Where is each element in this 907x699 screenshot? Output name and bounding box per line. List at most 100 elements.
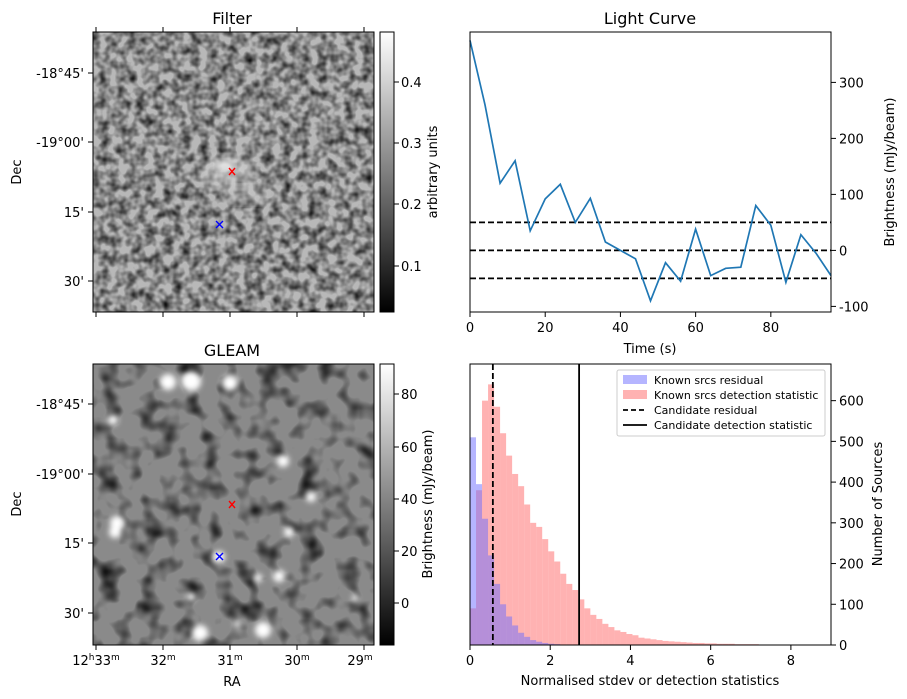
histogram-bar [560,573,567,645]
filter-colorbar: 0.4 0.3 0.2 0.1 arbitrary units [379,31,441,313]
residual-histogram [470,437,567,645]
x-tick-label: 6 [707,654,715,669]
y-tick-label: 500 [839,435,864,450]
histogram-bar [650,639,657,645]
filter-cbar-tick: 0.2 [401,198,422,213]
gleam-ytick-label: -18°45' [36,398,84,413]
histogram-bar [530,640,537,645]
filter-title: Filter [212,9,252,28]
gleam-cbar-tick: 0 [401,597,409,612]
legend-label: Known srcs residual [654,374,763,387]
y-tick-label: 0 [839,244,847,259]
histogram-bar [518,486,525,645]
histogram-bar [536,641,543,645]
gleam-cbar-tick: 20 [401,545,418,560]
filter-ytick-label: 15' [64,206,84,221]
filter-cbar-tick: 0.3 [401,137,422,152]
histogram-bar [470,437,477,645]
histogram-frame [469,363,832,646]
gleam-sources [108,371,358,641]
histogram-bar [668,641,675,645]
filter-image [93,32,374,312]
histogram-bar [536,526,543,645]
gleam-yticks: -18°45' -19°00' 15' 30' [36,398,93,622]
y-tick-label: 300 [839,517,864,532]
y-tick-label: -100 [839,300,869,315]
histogram-bar [602,623,609,645]
y-tick-label: 200 [839,558,864,573]
y-tick-label: 600 [839,395,864,410]
gleam-cbar-tick: 60 [401,441,418,456]
histogram-bar [482,518,489,645]
gleam-cbar-tick: 40 [401,493,418,508]
histogram-bar [488,555,495,645]
histogram-bar [686,642,693,645]
gleam-xticks: 12h33m 32m 31m 30m 29m [72,645,373,669]
histogram-bar [494,583,501,645]
light-curve-xlabel: Time (s) [623,342,677,357]
histogram-bar [500,604,507,645]
filter-ytick-label: 30' [64,275,84,290]
gleam-ytick-label: -19°00' [36,468,84,483]
histogram-bar [506,616,513,645]
histogram-xlabel: Normalised stdev or detection statistics [521,674,780,689]
gleam-panel: GLEAM -18°45' -19°00' [10,341,436,690]
light-curve-chart: Light Curve 0 20 40 60 80 -100 0 100 200 300 Time… [466,9,898,357]
gleam-title: GLEAM [204,341,260,360]
histogram-bar [524,504,531,645]
histogram-bar [674,641,681,645]
gleam-blue-marker [215,552,224,561]
histogram-bar [578,599,585,645]
legend-swatch-detection [623,390,647,399]
legend-label: Candidate detection statistic [654,419,812,432]
x-tick-label: 4 [626,654,634,669]
histogram-bar [530,522,537,645]
x-tick-label: 8 [787,654,795,669]
gleam-xtick-label: 30m [284,653,309,669]
histogram-bar [638,637,645,645]
histogram-bar [572,590,579,645]
histogram-bar [590,614,597,645]
histogram-chart: 0 2 4 6 8 0 100 200 300 400 500 600 Known srcs resi… [466,363,886,689]
light-curve-title: Light Curve [604,9,696,28]
gleam-ylabel: Dec [10,491,25,516]
histogram-bar [500,433,507,645]
filter-panel: Filter -18°45' -19°00' 15' 30' [10,9,441,317]
filter-cbar-tick: 0.4 [401,76,422,91]
gleam-xlabel: RA [223,675,241,690]
histogram-legend: Known srcs residual Known srcs detection… [616,369,826,437]
histogram-bar [518,632,525,645]
histogram-bar [554,561,561,645]
filter-yticks: -18°45' -19°00' 15' 30' [36,67,93,290]
histogram-bar [488,384,495,645]
gleam-red-marker [228,500,236,509]
x-tick-label: 2 [546,654,554,669]
light-curve-ylabel: Brightness (mJy/beam) [883,98,898,247]
histogram-bar [476,484,483,645]
filter-cbar-tick: 0.1 [401,260,422,275]
legend-label: Known srcs detection statistic [654,389,818,402]
histogram-bar [662,640,669,645]
filter-ylabel: Dec [10,159,25,184]
gleam-colorbar: 80 60 40 20 0 Brightness (mJy/beam) [379,363,436,646]
histogram-bar [626,634,633,645]
histogram-bar [632,635,639,645]
histogram-bar [506,455,513,645]
histogram-bar [614,630,621,645]
y-tick-label: 100 [839,598,864,613]
histogram-bar [608,627,615,645]
histogram-bar [524,636,531,645]
filter-ytick-label: -18°45' [36,67,84,82]
histogram-bar [548,643,555,645]
histogram-bar [704,643,711,645]
histogram-bar [644,638,651,645]
histogram-bar [722,643,729,645]
gleam-xtick-label: 31m [217,653,242,669]
histogram-bar [680,642,687,645]
histogram-bar [584,608,591,645]
histogram-bar [542,642,549,645]
histogram-bar [596,618,603,645]
filter-red-marker [228,167,236,176]
filter-blue-marker [215,220,224,229]
